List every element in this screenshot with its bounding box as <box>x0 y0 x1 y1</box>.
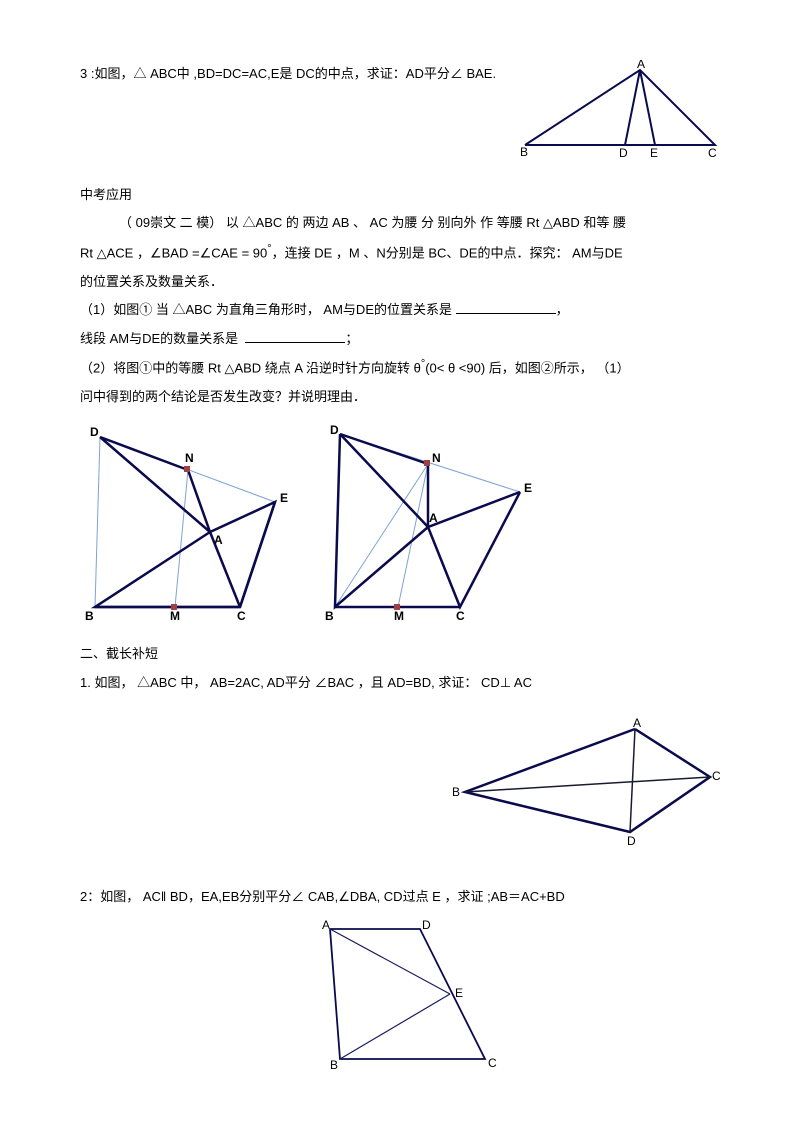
t: △ABC <box>137 675 177 690</box>
t: 绕点 A 沿逆时针方向旋转 <box>261 361 413 376</box>
l: A <box>322 919 330 932</box>
t: ∠CAE <box>200 245 238 260</box>
l: A <box>633 717 641 730</box>
l: D <box>90 425 99 439</box>
figure-1: D N E A B M C <box>80 422 300 622</box>
midexam-p1: （ 09崇文 二 模） 以 △ABC 的 两边 AB 、 AC 为腰 分 别向外… <box>80 209 720 238</box>
l: E <box>524 481 532 495</box>
t: ∠BAD <box>150 245 188 260</box>
t: = 90 <box>238 245 267 260</box>
l: D <box>422 919 431 932</box>
midexam-q1a: （1）如图① 当 △ABC 为直角三角形时， AM与DE的位置关系是 ， <box>80 296 720 325</box>
midexam-q2a: （2）将图①中的等腰 Rt △ABD 绕点 A 沿逆时针方向旋转 θ°(0< θ… <box>80 353 720 383</box>
t: ， <box>556 302 569 317</box>
t: 为直角三角形时， AM与DE的位置关系是 <box>212 302 452 317</box>
label-D: D <box>619 146 628 160</box>
t: △ABC <box>172 302 212 317</box>
theta: θ <box>414 361 421 376</box>
figure-quad-abcde: A D E B C <box>300 919 500 1069</box>
l: N <box>432 451 441 465</box>
midexam-q2b: 问中得到的两个结论是否发生改变？并说明理由． <box>80 383 720 412</box>
label-A: A <box>637 60 645 71</box>
blank-2 <box>245 329 345 343</box>
t: 和等 腰 <box>580 215 626 230</box>
l: C <box>712 769 720 783</box>
l: A <box>429 511 438 525</box>
t: ，连接 DE ，M 、N分别是 BC、DE的中点．探究： AM与DE <box>272 245 623 260</box>
l: B <box>85 609 94 622</box>
l: D <box>330 423 339 437</box>
midexam-q1b: 线段 AM与DE的数量关系是 ； <box>80 325 720 354</box>
sec2-q2: 2：如图， AC‖ BD，EA,EB分别平分∠ CAB,∠DBA, CD过点 E… <box>80 883 720 912</box>
t: 的 两边 AB 、 AC 为腰 分 别向外 作 等腰 Rt <box>282 215 543 230</box>
l: N <box>185 451 194 465</box>
l: M <box>170 609 180 622</box>
l: E <box>280 491 288 505</box>
l: B <box>452 785 460 799</box>
t: △ABD <box>543 215 580 230</box>
t: <90) 后，如图②所示， （1） <box>455 361 629 376</box>
t: 线段 AM与DE的数量关系是 <box>80 331 238 346</box>
l: C <box>237 609 246 622</box>
midexam-title: 中考应用 <box>80 181 720 210</box>
l: C <box>488 1056 497 1069</box>
t: Rt <box>80 245 97 260</box>
l: M <box>394 609 404 622</box>
t: （1）如图① 当 <box>80 302 172 317</box>
l: D <box>627 834 636 847</box>
t: ； <box>345 331 358 346</box>
blank-1 <box>456 300 556 314</box>
midexam-p2: Rt △ACE ，∠BAD =∠CAE = 90°，连接 DE ，M 、N分别是… <box>80 238 720 268</box>
t: = <box>188 245 199 260</box>
label-C: C <box>708 146 717 160</box>
t: 中， AB=2AC, AD平分 <box>177 675 315 690</box>
t: ∠BAC <box>314 675 354 690</box>
svg-triangle-small: A B D E C <box>520 60 720 160</box>
l: B <box>325 609 334 622</box>
t: ，且 AD=BD, 求证： CD⊥ AC <box>354 675 532 690</box>
t: 1. 如图， <box>80 675 137 690</box>
l: A <box>214 533 223 547</box>
t: （ 09崇文 二 模） 以 <box>119 215 243 230</box>
t: ， <box>133 245 150 260</box>
section2-title: 二、截长补短 <box>80 640 720 669</box>
label-E: E <box>650 146 658 160</box>
t: △ABC <box>243 215 283 230</box>
figure-2: D N E A B M C <box>320 422 540 622</box>
t: (0< <box>425 361 448 376</box>
t: △ABD <box>224 361 261 376</box>
label-B: B <box>520 145 528 159</box>
figure-quad-abcd: A B C D <box>450 717 720 847</box>
l: E <box>455 986 463 1000</box>
l: C <box>456 609 465 622</box>
figure-triangle-abc-small: A B D E C <box>520 60 720 171</box>
l: B <box>330 1058 338 1069</box>
midexam-p3: 的位置关系及数量关系． <box>80 268 720 297</box>
t: △ACE <box>97 245 134 260</box>
t: （2）将图①中的等腰 Rt <box>80 361 224 376</box>
sec2-q1: 1. 如图， △ABC 中， AB=2AC, AD平分 ∠BAC ，且 AD=B… <box>80 669 720 698</box>
figure-pair: D N E A B M C D N E A B M C <box>80 422 720 622</box>
